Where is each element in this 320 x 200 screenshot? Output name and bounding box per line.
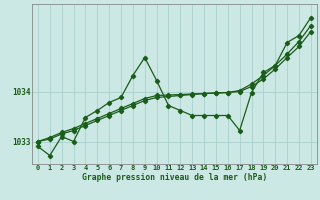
X-axis label: Graphe pression niveau de la mer (hPa): Graphe pression niveau de la mer (hPa)	[82, 173, 267, 182]
